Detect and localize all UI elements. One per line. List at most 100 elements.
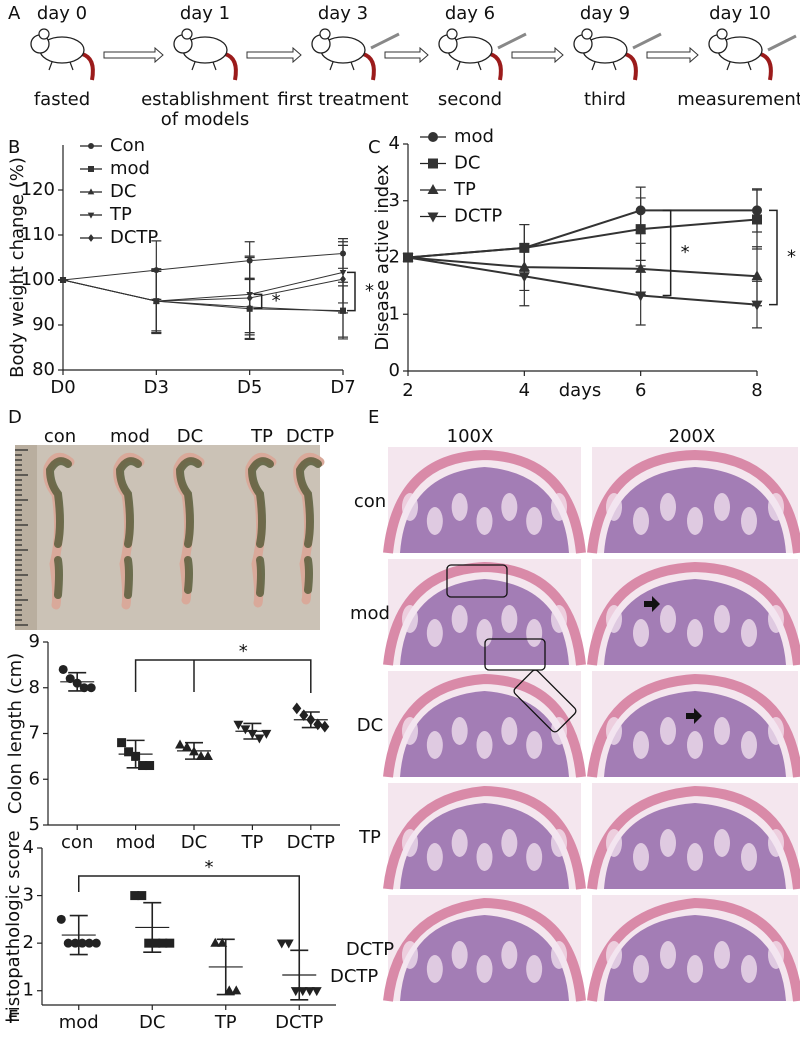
mouse-tail [224,52,238,81]
panel-letter: D [8,407,22,428]
crypt [551,941,567,969]
sd-bar [143,901,162,953]
crypt [526,955,543,983]
marker [261,729,272,739]
significance-bracket [662,209,672,297]
marker [751,270,763,281]
marker [175,739,185,749]
y-tick-label: 6 [29,768,40,789]
crypt [660,941,676,969]
marker [88,166,94,172]
marker [124,747,134,757]
crypt [660,605,676,633]
legend-label: DCTP [454,206,502,227]
marker [144,938,154,948]
marker [276,939,287,949]
crypt [633,507,649,535]
marker [138,761,148,771]
x-tick-label: TP [240,832,263,853]
column-header: 100X [447,426,494,447]
photo-label: DCTP [286,426,334,447]
crypt [451,605,468,633]
y-tick-label: 2 [23,932,34,953]
crypt [714,605,730,633]
photo-label: mod [110,426,150,447]
crypt [476,731,493,759]
y-tick-label: 8 [29,677,40,698]
highlight-box [513,669,577,733]
crypt [741,619,757,647]
mouse-tail [759,52,773,81]
marker [88,234,94,242]
crypt [402,493,418,521]
crypt [501,941,518,969]
crypt [687,507,703,535]
colon-content [45,457,72,599]
marker [428,158,438,169]
tissue-wall [587,561,800,666]
y-tick-label: 3 [23,885,34,906]
marker [427,184,439,194]
row-label: DC [357,715,383,736]
panel-letter: C [368,137,381,158]
legend-label: DC [110,181,136,202]
marker [283,939,294,949]
side-label: DCTP [330,966,378,987]
significance-star: * [239,641,248,662]
marker [313,718,323,731]
photo-label: TP [250,426,273,447]
marker [86,683,96,693]
crypt [660,829,676,857]
crypt [741,507,757,535]
y-tick-label: 0 [389,360,400,381]
marker [311,987,322,997]
marker [151,938,161,948]
significance-star: * [365,280,374,301]
crypt [476,619,493,647]
colon-content [247,457,274,597]
y-tick-label: 1 [389,303,400,324]
x-tick-label: D0 [50,377,75,398]
mouse-ear [581,28,593,40]
crypt [606,941,622,969]
x-tick-label: 2 [402,380,413,401]
marker [130,891,140,901]
marker [145,761,155,771]
marker [428,132,438,142]
crypt [426,731,443,759]
crypt [768,717,784,745]
marker [58,664,68,674]
mouse-leg [456,61,482,71]
marker [165,938,175,948]
marker [63,938,73,948]
significance-star: * [272,291,281,312]
y-tick-label: 110 [21,224,55,245]
panel-letter: E [368,407,379,428]
legend-label: DC [454,153,480,174]
mouse-ear [446,28,458,40]
crypt [451,493,468,521]
marker [240,725,251,735]
mouse-icon [573,28,638,81]
crypt [501,717,518,745]
tissue-wall [383,897,586,1002]
crypt [526,843,543,871]
crypt [633,955,649,983]
marker [299,709,309,722]
crypt [606,605,622,633]
y-axis-label: Body weight change (%) [7,157,28,378]
marker [203,750,213,760]
mouse-leg [329,61,355,71]
row-label: TP [358,827,381,848]
crypt [633,731,649,759]
crypt [402,605,418,633]
crypt [606,493,622,521]
x-tick-label: D3 [144,377,169,398]
syringe [767,34,797,52]
x-tick-label: DCTP [287,832,335,853]
timeline-arrow [384,46,429,64]
sd-bar [69,914,88,956]
x-tick-label: TP [214,1012,237,1033]
y-axis-label: Colon length (cm) [5,653,26,814]
